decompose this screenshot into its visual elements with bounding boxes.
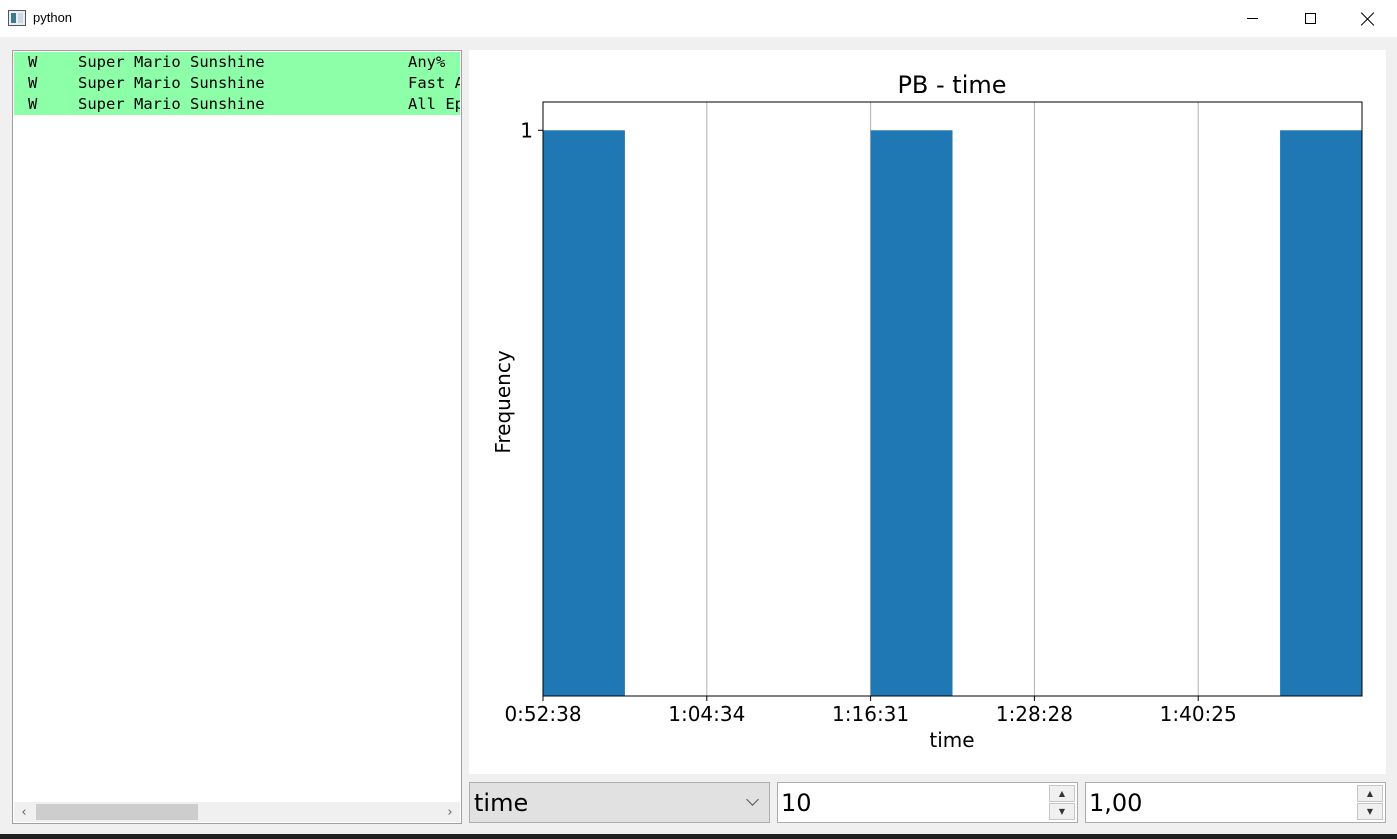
close-button[interactable]	[1345, 0, 1391, 37]
list-item[interactable]: W Super Mario Sunshine All Ep	[14, 94, 460, 115]
x-axis-label: time	[929, 728, 974, 752]
list-item[interactable]: W Super Mario Sunshine Any%	[14, 52, 460, 73]
ticks: 0:52:38 1:04:34 1:16:31 1:28:28 1:40:25 1	[504, 118, 1236, 726]
minimize-button[interactable]	[1229, 0, 1275, 37]
bins-value: 10	[781, 789, 812, 817]
list-item-col-a: W	[28, 74, 38, 92]
spin-up-icon[interactable]: ▲	[1357, 785, 1383, 802]
bars	[543, 130, 1362, 696]
scale-value: 1,00	[1089, 789, 1143, 817]
plot-frame	[542, 101, 1363, 697]
histogram-chart: 0:52:38 1:04:34 1:16:31 1:28:28 1:40:25 1 PB …	[491, 71, 1363, 752]
list-item-game: Super Mario Sunshine	[78, 74, 265, 92]
list-item[interactable]: W Super Mario Sunshine Fast A	[14, 73, 460, 94]
python-app-icon	[8, 10, 26, 26]
x-tick-label: 1:40:25	[1160, 702, 1237, 726]
y-tick-label: 1	[520, 118, 533, 142]
histogram-bar	[870, 130, 953, 696]
x-tick-label: 0:52:38	[504, 702, 581, 726]
scroll-left-icon[interactable]: ‹	[21, 804, 27, 820]
spin-down-icon[interactable]: ▼	[1049, 803, 1075, 820]
x-tick-label: 1:04:34	[668, 702, 745, 726]
grid-lines	[706, 102, 1199, 696]
spin-down-icon[interactable]: ▼	[1357, 803, 1383, 820]
taskbar-strip	[0, 834, 1397, 839]
histogram-bar	[543, 130, 625, 696]
y-axis-label: Frequency	[491, 350, 515, 453]
chart-panel: 0:52:38 1:04:34 1:16:31 1:28:28 1:40:25 1 PB …	[469, 50, 1386, 774]
x-tick-label: 1:16:31	[832, 702, 909, 726]
runs-list[interactable]: W Super Mario Sunshine Any% W Super Mari…	[12, 50, 462, 824]
chevron-down-icon	[746, 793, 759, 806]
scrollbar-thumb[interactable]	[36, 804, 198, 820]
close-icon	[1361, 12, 1375, 26]
histogram-bar	[1280, 130, 1362, 696]
list-item-game: Super Mario Sunshine	[78, 53, 265, 71]
x-tick-label: 1:28:28	[996, 702, 1073, 726]
minimize-icon	[1246, 18, 1258, 19]
horizontal-scrollbar[interactable]: ‹ ›	[14, 802, 460, 822]
list-item-category: All Ep	[408, 95, 460, 113]
chart-title: PB - time	[897, 71, 1006, 99]
maximize-button[interactable]	[1287, 0, 1333, 37]
title-bar: python	[0, 0, 1397, 37]
list-item-game: Super Mario Sunshine	[78, 95, 265, 113]
list-item-col-a: W	[28, 53, 38, 71]
column-select-value: time	[474, 789, 529, 817]
list-item-category: Fast A	[408, 74, 460, 92]
spin-up-icon[interactable]: ▲	[1049, 785, 1075, 802]
bins-spinbox[interactable]: 10 ▲ ▼	[777, 782, 1078, 823]
maximize-icon	[1304, 13, 1316, 24]
scale-spinbox[interactable]: 1,00 ▲ ▼	[1085, 782, 1386, 823]
column-select[interactable]: time	[469, 782, 770, 823]
scroll-right-icon[interactable]: ›	[447, 804, 453, 820]
list-item-col-a: W	[28, 95, 38, 113]
list-item-category: Any%	[408, 53, 446, 71]
window-title: python	[33, 10, 73, 25]
